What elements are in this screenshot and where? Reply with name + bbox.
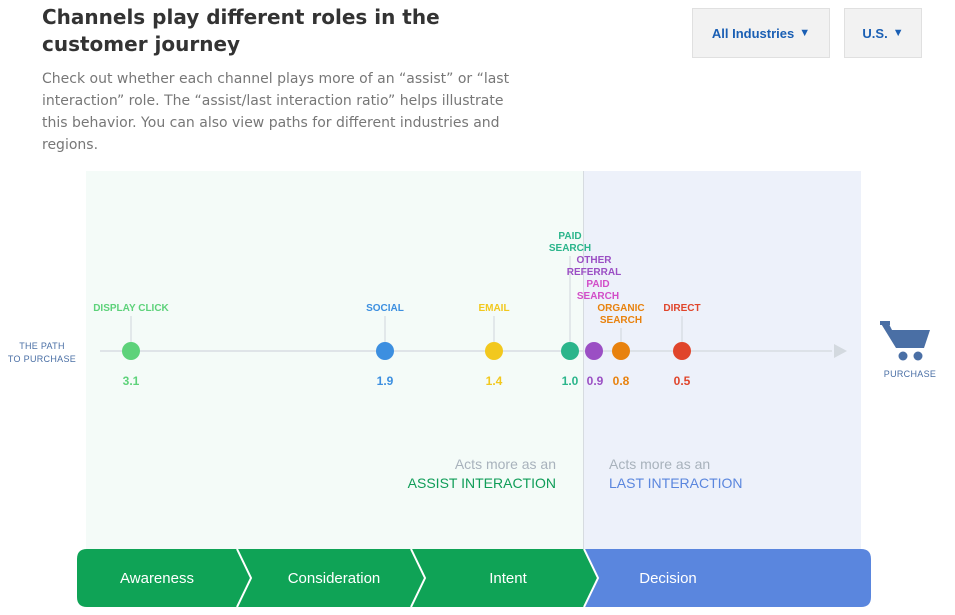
channel-dot[interactable]: [612, 342, 630, 360]
channel-dot[interactable]: [376, 342, 394, 360]
journey-stages-bar: [77, 549, 871, 607]
channel-ratio-label: 1.9: [377, 374, 394, 388]
stage-decision-segment[interactable]: [584, 549, 871, 607]
channel-name-label: SEARCH: [600, 315, 642, 326]
channel-ratio-label: 0.8: [613, 374, 630, 388]
last-interaction-zone-background: [584, 171, 861, 549]
channel-name-label: OTHER: [577, 255, 613, 266]
channel-name-label: DISPLAY CLICK: [93, 303, 169, 314]
stage-awareness-label: Awareness: [120, 570, 194, 587]
channel-name-label: DIRECT: [663, 303, 700, 314]
stage-consideration-segment[interactable]: [237, 549, 425, 607]
industry-dropdown[interactable]: All Industries ▼: [692, 8, 830, 58]
region-dropdown-label: U.S.: [862, 25, 888, 41]
caret-down-icon: ▼: [892, 27, 904, 39]
channel-dot[interactable]: [485, 342, 503, 360]
channel-marker[interactable]: SOCIAL 1.9: [366, 303, 404, 388]
channel-name-label: PAID: [586, 279, 609, 290]
channel-marker[interactable]: DISPLAY CLICK 3.1: [93, 303, 169, 388]
channel-marker[interactable]: DIRECT 0.5: [663, 303, 700, 388]
last-zone-main: LAST INTERACTION: [609, 475, 743, 491]
channel-name-label: REFERRAL: [567, 267, 621, 278]
stage-intent-label: Intent: [489, 570, 527, 587]
channel-name-label: SEARCH: [577, 291, 619, 302]
channel-dot[interactable]: [561, 342, 579, 360]
channel-ratio-label: 0.5: [674, 374, 691, 388]
page-title: Channels play different roles in the cus…: [42, 5, 440, 56]
assist-zone-background: [86, 171, 584, 549]
region-dropdown[interactable]: U.S. ▼: [844, 8, 922, 58]
channel-marker[interactable]: EMAIL 1.4: [478, 303, 509, 388]
channel-name-label: PAID: [558, 231, 581, 242]
last-zone-pre: Acts more as an: [609, 456, 711, 472]
shopping-cart-icon: [880, 321, 930, 361]
channel-dot[interactable]: [122, 342, 140, 360]
path-start-label-line1: THE PATH: [19, 341, 65, 351]
channel-dot[interactable]: [673, 342, 691, 360]
stage-decision-label: Decision: [639, 570, 697, 587]
assist-zone-pre: Acts more as an: [454, 456, 556, 472]
channel-name-label: EMAIL: [478, 303, 509, 314]
stage-intent-segment[interactable]: [411, 549, 598, 607]
channel-ratio-label: 1.0: [562, 374, 579, 388]
last-zone-caption: Acts more as an LAST INTERACTION: [609, 455, 829, 493]
zone-divider: [583, 171, 584, 549]
channel-name-label: ORGANIC: [597, 303, 644, 314]
channel-ratio-label: 1.4: [486, 374, 503, 388]
caret-down-icon: ▼: [799, 27, 811, 39]
page-description: Check out whether each channel plays mor…: [42, 71, 510, 153]
channel-dot[interactable]: [585, 342, 603, 360]
stage-consideration-label: Consideration: [287, 570, 381, 587]
path-arrow-icon: [834, 344, 847, 358]
assist-zone-main: ASSIST INTERACTION: [407, 475, 556, 491]
channel-ratio-label: 0.9: [587, 374, 604, 388]
channel-name-label: SEARCH: [549, 243, 591, 254]
industry-dropdown-label: All Industries: [711, 25, 795, 41]
channel-ratio-label: 3.1: [123, 374, 140, 388]
purchase-label: PURCHASE: [883, 369, 937, 379]
path-start-label-line2: TO PURCHASE: [7, 354, 77, 364]
assist-zone-caption: Acts more as an ASSIST INTERACTION: [340, 455, 556, 493]
channel-name-label: SOCIAL: [366, 303, 404, 314]
stage-awareness-segment[interactable]: [77, 549, 251, 607]
path-start-label: THE PATH TO PURCHASE: [0, 340, 84, 366]
